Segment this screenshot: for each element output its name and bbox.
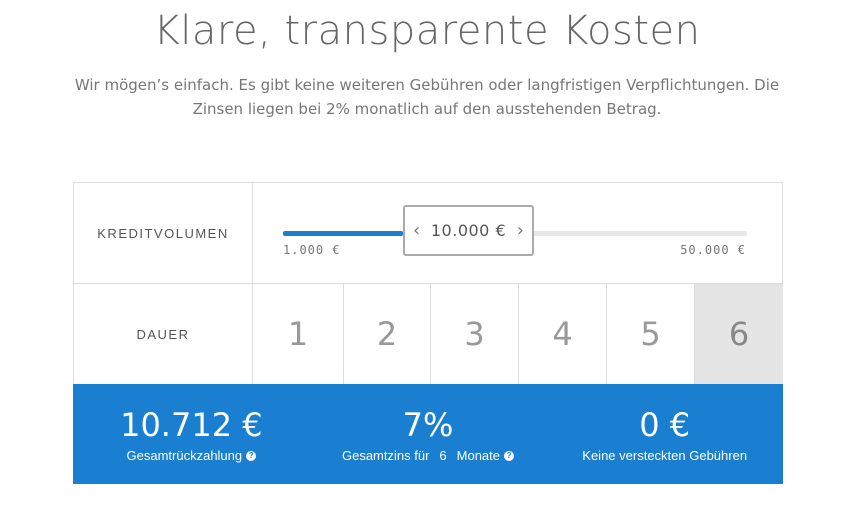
total-value: 10.712 € bbox=[120, 406, 263, 444]
duration-option-1[interactable]: 1 bbox=[253, 284, 344, 384]
loan-calculator: KREDITVOLUMEN ‹ 10.000 € › 1.000 € 50.00… bbox=[73, 182, 783, 484]
slider-min-label: 1.000 € bbox=[283, 243, 341, 257]
interest-label-prefix: Gesamtzins für bbox=[341, 448, 430, 463]
interest-months: 6 bbox=[439, 448, 447, 463]
slider-max-label: 50.000 € bbox=[680, 243, 746, 257]
fees-label: Keine versteckten Gebühren bbox=[582, 448, 748, 463]
intro-text: Wir mögen’s einfach. Es gibt keine weite… bbox=[74, 76, 780, 118]
volume-value: 10.000 € bbox=[430, 221, 507, 240]
duration-option-5[interactable]: 5 bbox=[607, 284, 695, 384]
interest-label-suffix: Monate bbox=[456, 448, 501, 463]
result-total: 10.712 € Gesamtrückzahlung ? bbox=[73, 384, 310, 484]
result-fees: 0 € Keine versteckten Gebühren bbox=[546, 384, 783, 484]
help-icon[interactable]: ? bbox=[504, 450, 515, 461]
total-label: Gesamtrückzahlung bbox=[126, 448, 243, 463]
duration-option-3[interactable]: 3 bbox=[431, 284, 519, 384]
chevron-left-icon[interactable]: ‹ bbox=[413, 220, 421, 241]
volume-row: KREDITVOLUMEN ‹ 10.000 € › 1.000 € 50.00… bbox=[73, 182, 783, 283]
chevron-right-icon[interactable]: › bbox=[516, 220, 524, 241]
duration-options: 1 2 3 4 5 6 bbox=[253, 284, 783, 384]
duration-row: DAUER 1 2 3 4 5 6 bbox=[73, 283, 783, 385]
volume-slider[interactable]: ‹ 10.000 € › 1.000 € 50.000 € bbox=[253, 183, 782, 283]
result-interest: 7% Gesamtzins für 6 Monate ? bbox=[310, 384, 547, 484]
help-icon[interactable]: ? bbox=[246, 450, 257, 461]
duration-option-2[interactable]: 2 bbox=[344, 284, 431, 384]
page-title: Klare, transparente Kosten bbox=[153, 8, 701, 54]
duration-option-4[interactable]: 4 bbox=[519, 284, 607, 384]
duration-option-6[interactable]: 6 bbox=[695, 284, 783, 384]
interest-value: 7% bbox=[402, 406, 454, 444]
fees-value: 0 € bbox=[639, 406, 691, 444]
slider-handle[interactable]: ‹ 10.000 € › bbox=[403, 205, 534, 256]
volume-label: KREDITVOLUMEN bbox=[74, 183, 253, 283]
slider-track-fill bbox=[283, 231, 403, 236]
results-panel: 10.712 € Gesamtrückzahlung ? 7% Gesamtzi… bbox=[73, 384, 783, 484]
duration-label: DAUER bbox=[74, 284, 253, 384]
